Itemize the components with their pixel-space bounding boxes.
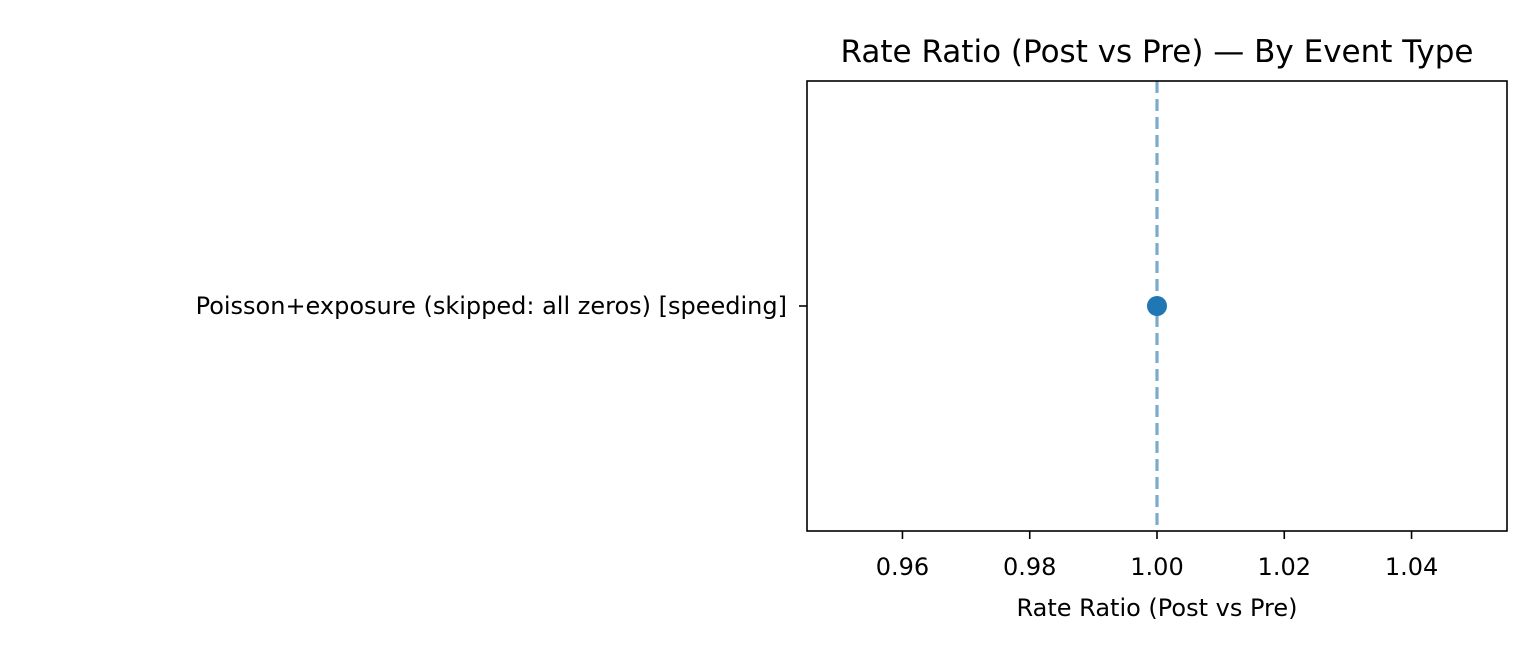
x-tick-label: 1.04	[1385, 553, 1438, 581]
x-tick-label: 1.02	[1258, 553, 1311, 581]
plot-area: 0.96 0.98 1.00 1.02 1.04 Poisson+exposure (sk…	[196, 80, 1508, 581]
chart-title: Rate Ratio (Post vs Pre) — By Event Type	[841, 34, 1474, 70]
x-axis-label: Rate Ratio (Post vs Pre)	[1017, 594, 1298, 622]
data-point	[1147, 296, 1167, 316]
x-tick-label: 0.98	[1003, 553, 1056, 581]
x-tick-label: 0.96	[876, 553, 929, 581]
x-tick-label: 1.00	[1130, 553, 1183, 581]
y-category-label: Poisson+exposure (skipped: all zeros) [s…	[196, 292, 787, 320]
